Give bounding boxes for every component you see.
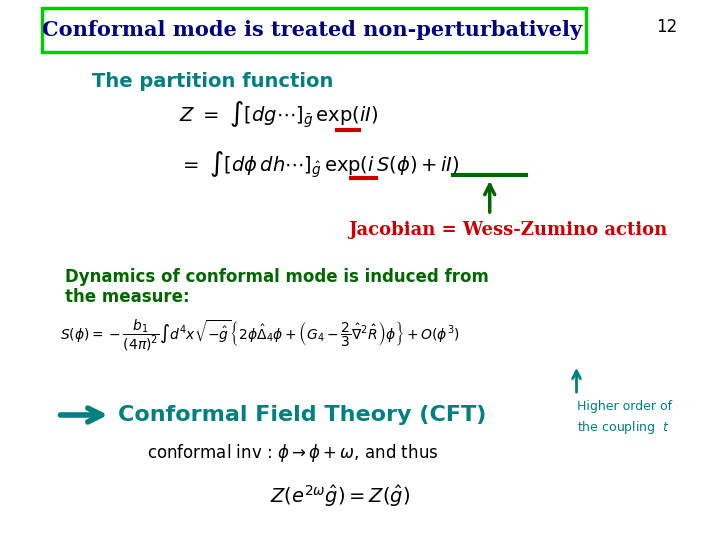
Text: The partition function: The partition function — [92, 72, 334, 91]
Text: Jacobian = Wess-Zumino action: Jacobian = Wess-Zumino action — [348, 221, 667, 239]
Text: Conformal Field Theory (CFT): Conformal Field Theory (CFT) — [118, 405, 486, 425]
Text: the measure:: the measure: — [65, 288, 189, 306]
Text: $Z(e^{2\omega}\hat{g}) = Z(\hat{g})$: $Z(e^{2\omega}\hat{g}) = Z(\hat{g})$ — [271, 483, 410, 509]
Text: $S(\phi) = -\dfrac{b_1}{(4\pi)^2}\int d^4x\sqrt{-\hat{g}}\left\{2\phi\hat{\Delta: $S(\phi) = -\dfrac{b_1}{(4\pi)^2}\int d^… — [60, 318, 460, 353]
Text: $Z \ = \ \int [dg\cdots]_{\bar{g}}\,\exp(iI)$: $Z \ = \ \int [dg\cdots]_{\bar{g}}\,\exp… — [179, 100, 379, 130]
Text: conformal inv : $\phi \rightarrow \phi + \omega$, and thus: conformal inv : $\phi \rightarrow \phi +… — [147, 442, 438, 464]
Text: Conformal mode is treated non-perturbatively: Conformal mode is treated non-perturbati… — [42, 20, 582, 40]
Text: Higher order of
the coupling  $t$: Higher order of the coupling $t$ — [577, 400, 672, 436]
FancyBboxPatch shape — [42, 8, 585, 52]
Text: $= \ \int [d\phi\,dh\cdots]_{\hat{g}}\,\exp(i\,S(\phi)+iI)$: $= \ \int [d\phi\,dh\cdots]_{\hat{g}}\,\… — [179, 150, 460, 180]
Text: 12: 12 — [656, 18, 677, 36]
Text: Dynamics of conformal mode is induced from: Dynamics of conformal mode is induced fr… — [65, 268, 489, 286]
